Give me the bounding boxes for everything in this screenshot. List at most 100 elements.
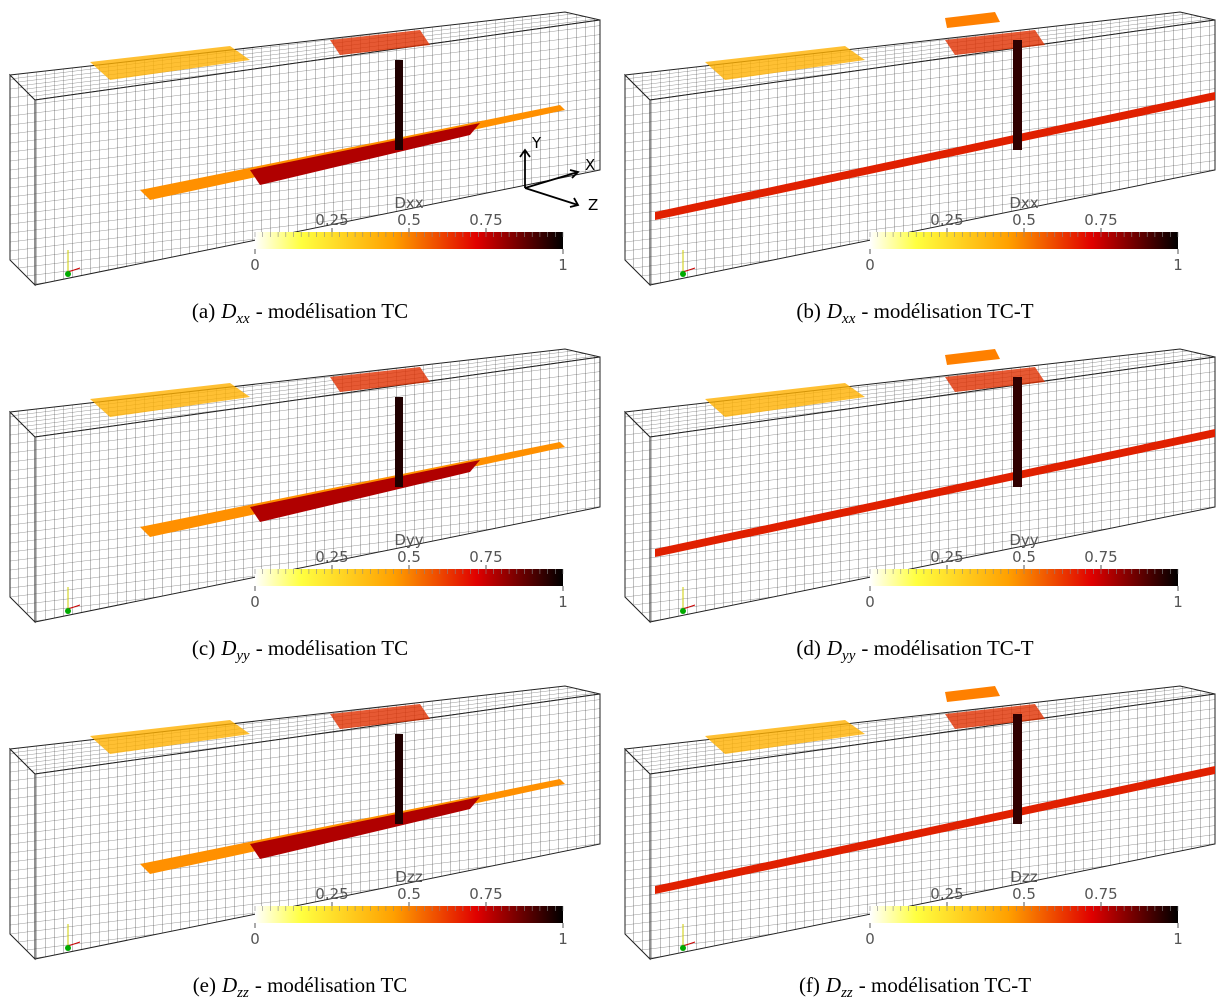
caption-label: (b): [796, 299, 821, 323]
colorbar-tick-label: 0.75: [469, 548, 502, 566]
beam-end: [624, 73, 651, 287]
axis-label: Z: [588, 196, 598, 214]
triad-x: [682, 267, 696, 273]
colorbar-tick-label: 0.75: [1084, 548, 1117, 566]
beam-end: [624, 410, 651, 624]
colorbar-tick-label: 0: [250, 930, 260, 948]
colorbar-tick-label: 0: [250, 256, 260, 274]
damage-top: [705, 383, 865, 417]
triad-x: [67, 267, 81, 273]
caption-text: - modélisation TC-T: [859, 973, 1031, 997]
damage-crack: [1013, 40, 1022, 150]
triad-x: [67, 941, 81, 947]
colorbar-tick-label: 0.5: [1012, 885, 1036, 903]
colorbar-tick-label: 0.75: [469, 211, 502, 229]
damage-band: [250, 797, 480, 859]
colorbar-tick-label: 1: [558, 256, 568, 274]
beam-end: [9, 747, 36, 961]
triad-x: [67, 604, 81, 610]
damage-top: [330, 30, 430, 55]
caption-symbol: D: [826, 299, 842, 323]
caption: (a) Dxx - modélisation TC: [192, 299, 408, 327]
beam-end: [9, 410, 36, 624]
colorbar-tick-label: 0.25: [315, 211, 348, 229]
caption-symbol: D: [825, 973, 841, 997]
damage-band: [655, 429, 1215, 557]
caption-label: (d): [796, 636, 821, 660]
damage-top: [705, 720, 865, 754]
damage-top: [945, 686, 1000, 702]
damage-top: [945, 12, 1000, 28]
colorbar-tick-label: 1: [1173, 256, 1183, 274]
caption-label: (e): [193, 973, 216, 997]
damage-top: [945, 704, 1045, 729]
damage-top: [90, 383, 250, 417]
colorbar-title: Dzz: [395, 868, 422, 886]
triad-x: [682, 604, 696, 610]
caption-text: - modélisation TC: [256, 299, 408, 323]
caption-subscript: xx: [235, 311, 250, 327]
damage-top: [90, 720, 250, 754]
caption-label: (a): [192, 299, 215, 323]
damage-crack: [395, 734, 403, 824]
colorbar-tick-label: 0.5: [1012, 211, 1036, 229]
caption-subscript: xx: [841, 311, 856, 327]
colorbar-title: Dzz: [1010, 868, 1037, 886]
colorbar-tick-label: 0.5: [397, 885, 421, 903]
caption: (d) Dyy - modélisation TC-T: [796, 636, 1033, 664]
beam-end: [624, 747, 651, 961]
caption: (c) Dyy - modélisation TC: [192, 636, 408, 664]
damage-top: [90, 46, 250, 80]
damage-top: [945, 367, 1045, 392]
damage-crack: [395, 60, 403, 150]
caption: (b) Dxx - modélisation TC-T: [796, 299, 1033, 327]
damage-top: [945, 349, 1000, 365]
triad-z: [65, 271, 71, 277]
colorbar-tick-label: 0.75: [469, 885, 502, 903]
colorbar-tick-label: 1: [1173, 930, 1183, 948]
colorbar-tick-label: 0.25: [930, 211, 963, 229]
damage-crack: [1013, 377, 1022, 487]
triad-x: [682, 941, 696, 947]
caption-subscript: yy: [234, 648, 250, 664]
damage-band: [250, 123, 480, 185]
damage-top: [330, 704, 430, 729]
caption-symbol: D: [220, 636, 236, 660]
caption-symbol: D: [220, 299, 236, 323]
damage-band: [655, 766, 1215, 894]
caption-text: - modélisation TC-T: [861, 299, 1033, 323]
caption: (e) Dzz - modélisation TC: [193, 973, 408, 1001]
colorbar-tick-label: 0.5: [1012, 548, 1036, 566]
colorbar-tick-label: 0.25: [315, 548, 348, 566]
colorbar-title: Dyy: [394, 531, 423, 549]
caption-subscript: zz: [840, 985, 853, 1001]
damage-crack: [1013, 714, 1022, 824]
colorbar-tick-label: 1: [1173, 593, 1183, 611]
axis-label: X: [585, 156, 595, 174]
beam-end: [9, 73, 36, 287]
colorbar-tick-label: 0: [865, 256, 875, 274]
colorbar-title: Dxx: [394, 194, 423, 212]
damage-crack: [395, 397, 403, 487]
colorbar-tick-label: 0.25: [930, 548, 963, 566]
caption-subscript: yy: [840, 648, 856, 664]
caption-subscript: zz: [236, 985, 249, 1001]
damage-band: [250, 460, 480, 522]
colorbar-tick-label: 0: [865, 930, 875, 948]
colorbar-tick-label: 0: [865, 593, 875, 611]
damage-top: [705, 46, 865, 80]
caption-text: - modélisation TC: [255, 973, 407, 997]
caption-text: - modélisation TC: [256, 636, 408, 660]
damage-band: [655, 92, 1215, 220]
damage-top: [945, 30, 1045, 55]
caption-text: - modélisation TC-T: [861, 636, 1033, 660]
axis-arrow: [519, 148, 580, 208]
colorbar-tick-label: 0.5: [397, 548, 421, 566]
colorbar-tick-label: 0.75: [1084, 885, 1117, 903]
axis-label: Y: [531, 134, 542, 152]
colorbar-title: Dyy: [1009, 531, 1038, 549]
